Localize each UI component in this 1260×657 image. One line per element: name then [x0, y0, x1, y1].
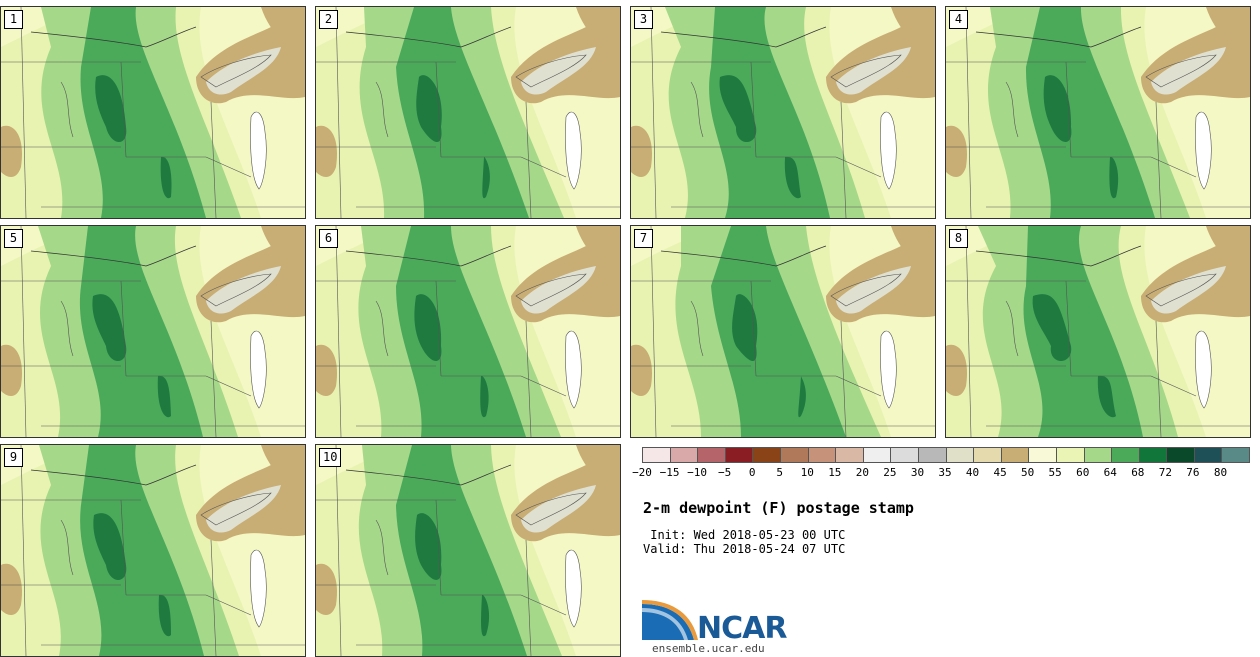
init-time: Init: Wed 2018-05-23 00 UTC: [643, 528, 846, 542]
colorbar-swatch: [1056, 448, 1085, 462]
colorbar-tick-label: 60: [1076, 466, 1090, 479]
colorbar-swatch: [1167, 448, 1195, 462]
colorbar-swatch: [808, 448, 837, 462]
colorbar-tick-label: 76: [1186, 466, 1200, 479]
colorbar-tick-label: 80: [1213, 466, 1228, 479]
member-number-label: 8: [949, 229, 968, 248]
colorbar: [642, 447, 1250, 463]
colorbar-swatch: [946, 448, 975, 462]
ensemble-member-panel: 8: [945, 225, 1251, 438]
member-number-label: 6: [319, 229, 338, 248]
ensemble-member-panel: 3: [630, 6, 936, 219]
colorbar-swatch: [1029, 448, 1057, 462]
colorbar-tick-label: 64: [1103, 466, 1117, 479]
colorbar-tick-label: 68: [1131, 466, 1145, 479]
ensemble-member-panel: 7: [630, 225, 936, 438]
dewpoint-map: [316, 226, 620, 437]
colorbar-tick-label: 25: [883, 466, 897, 479]
colorbar-swatch: [753, 448, 781, 462]
member-number-label: 5: [4, 229, 23, 248]
ensemble-member-panel: 2: [315, 6, 621, 219]
chart-title: 2-m dewpoint (F) postage stamp: [643, 499, 914, 517]
logo-wordmark: NCAR: [697, 611, 787, 646]
dewpoint-map: [631, 226, 935, 437]
colorbar-swatch: [891, 448, 919, 462]
member-number-label: 1: [4, 10, 23, 29]
dewpoint-map: [1, 226, 305, 437]
member-number-label: 7: [634, 229, 653, 248]
colorbar-swatch: [1001, 448, 1030, 462]
ensemble-member-panel: 6: [315, 225, 621, 438]
member-number-label: 3: [634, 10, 653, 29]
colorbar-tick-label: 15: [828, 466, 842, 479]
colorbar-tick-label: −15: [659, 466, 680, 479]
colorbar-swatch: [1222, 448, 1250, 462]
ensemble-member-panel: 4: [945, 6, 1251, 219]
member-number-label: 10: [319, 448, 342, 467]
dewpoint-map: [1, 445, 305, 656]
dewpoint-map: [631, 7, 935, 218]
colorbar-swatch: [1084, 448, 1113, 462]
logo-site: ensemble.ucar.edu: [652, 642, 765, 655]
ncar-logo: [642, 600, 698, 640]
colorbar-tick-label: 20: [855, 466, 869, 479]
colorbar-tick-label: 50: [1021, 466, 1035, 479]
valid-time: Valid: Thu 2018-05-24 07 UTC: [643, 542, 846, 556]
colorbar-tick-label: 30: [910, 466, 925, 479]
colorbar-tick-label: 35: [938, 466, 952, 479]
dewpoint-map: [946, 226, 1250, 437]
member-number-label: 4: [949, 10, 968, 29]
colorbar-tick-label: −20: [632, 466, 652, 479]
colorbar-tick-label: 5: [776, 466, 784, 479]
member-number-label: 2: [319, 10, 338, 29]
colorbar-swatch: [643, 448, 671, 462]
colorbar-swatch: [1112, 448, 1140, 462]
ensemble-member-panel: 10: [315, 444, 621, 657]
colorbar-swatch: [836, 448, 864, 462]
colorbar-tick-label: 10: [800, 466, 814, 479]
colorbar-swatch: [698, 448, 726, 462]
colorbar-tick-label: −5: [718, 466, 732, 479]
colorbar-tick-label: 72: [1158, 466, 1172, 479]
dewpoint-map: [1, 7, 305, 218]
colorbar-swatch: [918, 448, 947, 462]
member-number-label: 9: [4, 448, 23, 467]
colorbar-tick-label: 55: [1048, 466, 1062, 479]
colorbar-swatch: [974, 448, 1002, 462]
colorbar-swatch: [725, 448, 754, 462]
colorbar-tick-label: 40: [965, 466, 980, 479]
ensemble-member-panel: 9: [0, 444, 306, 657]
ensemble-member-panel: 1: [0, 6, 306, 219]
ensemble-member-panel: 5: [0, 225, 306, 438]
colorbar-tick-label: −10: [687, 466, 708, 479]
colorbar-swatch: [863, 448, 892, 462]
colorbar-ticks: −20 −15 −10 −5 0 5 10 15 20 25 30 35 40 45 50 55 60 64 68 7…: [632, 466, 1248, 480]
dewpoint-map: [316, 445, 620, 656]
colorbar-tick-label: 45: [993, 466, 1007, 479]
colorbar-swatch: [1139, 448, 1168, 462]
colorbar-swatch: [670, 448, 699, 462]
dewpoint-map: [946, 7, 1250, 218]
colorbar-swatch: [780, 448, 809, 462]
colorbar-tick-label: 0: [748, 466, 756, 479]
dewpoint-map: [316, 7, 620, 218]
colorbar-swatch: [1194, 448, 1223, 462]
